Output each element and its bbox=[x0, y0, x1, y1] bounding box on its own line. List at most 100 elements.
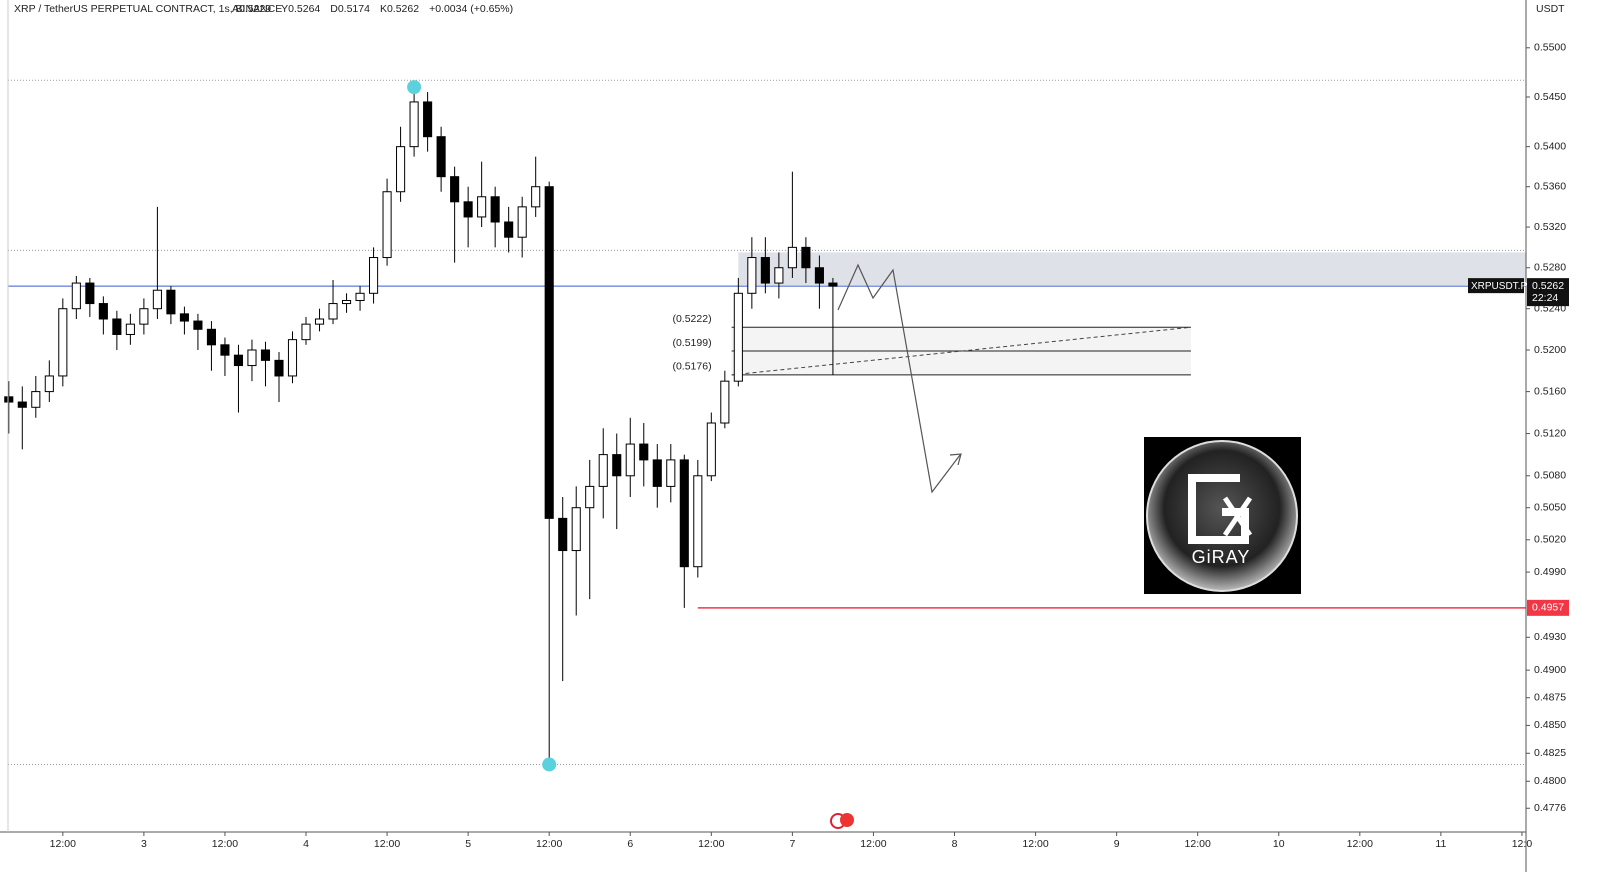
candle-body bbox=[166, 289, 176, 315]
candle-body bbox=[801, 246, 811, 269]
logo-x bbox=[1222, 496, 1253, 537]
icon-flag bbox=[840, 813, 854, 827]
candle-body bbox=[760, 257, 770, 284]
resistance-zone bbox=[738, 252, 1526, 286]
candle bbox=[706, 412, 716, 482]
legend-value: +0.0034 (+0.65%) bbox=[429, 3, 513, 15]
candle bbox=[179, 306, 189, 335]
candle bbox=[450, 166, 460, 263]
candle-body bbox=[44, 375, 54, 393]
candle bbox=[720, 370, 730, 429]
candle-body bbox=[85, 282, 95, 305]
candle bbox=[409, 87, 419, 157]
candle bbox=[612, 433, 622, 530]
x-tick-label: 12:00 bbox=[212, 838, 238, 850]
last-price-label: 0.5262 bbox=[1532, 280, 1564, 292]
candle-body bbox=[139, 308, 149, 325]
candle bbox=[625, 417, 635, 498]
candle-body bbox=[531, 186, 541, 208]
y-tick-label: 0.5450 bbox=[1534, 91, 1566, 103]
projection-arrowhead bbox=[949, 453, 962, 466]
candle bbox=[17, 386, 27, 450]
candle bbox=[436, 126, 446, 192]
level-label: (0.5222) bbox=[672, 313, 711, 325]
y-tick-label: 0.4875 bbox=[1534, 691, 1566, 703]
candle-body bbox=[828, 282, 838, 287]
candle-body bbox=[4, 396, 14, 403]
candle-body bbox=[396, 146, 406, 193]
candle bbox=[396, 126, 406, 202]
candle bbox=[233, 344, 244, 413]
candle bbox=[760, 237, 770, 294]
high-marker bbox=[407, 80, 422, 95]
candle bbox=[774, 252, 784, 299]
candle bbox=[355, 286, 365, 311]
candle bbox=[71, 275, 81, 319]
y-tick-label: 0.5320 bbox=[1534, 221, 1566, 233]
candle-body bbox=[463, 201, 473, 218]
last-price-bg bbox=[1527, 278, 1569, 307]
y-tick-label: 0.4776 bbox=[1534, 802, 1566, 814]
candle-body bbox=[720, 380, 730, 424]
candle-body bbox=[598, 454, 608, 487]
candle-body bbox=[612, 454, 622, 477]
candle-body bbox=[206, 328, 216, 346]
candle bbox=[314, 308, 325, 332]
candle bbox=[112, 310, 122, 350]
x-tick-label: 7 bbox=[789, 838, 795, 850]
candle bbox=[504, 206, 514, 253]
candle bbox=[139, 298, 149, 335]
level-label: (0.5176) bbox=[672, 361, 711, 373]
candle-body bbox=[409, 101, 419, 148]
candle-body bbox=[477, 196, 487, 218]
candle bbox=[814, 255, 824, 309]
candle bbox=[301, 316, 311, 345]
candle-body bbox=[517, 206, 527, 238]
candle-body bbox=[274, 359, 284, 377]
y-tick-label: 0.5280 bbox=[1534, 262, 1566, 274]
candle bbox=[801, 237, 811, 284]
candle-body bbox=[774, 267, 784, 284]
candle bbox=[639, 423, 649, 487]
candle-body bbox=[706, 422, 716, 477]
legend-value: A0.5229 bbox=[232, 3, 271, 15]
symbol-label: XRPUSDT.P bbox=[1471, 281, 1527, 292]
low-marker bbox=[542, 757, 557, 772]
candle bbox=[652, 444, 662, 508]
candle bbox=[679, 454, 689, 608]
y-tick-label: 0.4930 bbox=[1534, 631, 1566, 643]
countdown: 22:24 bbox=[1532, 292, 1558, 304]
legend-value: Y0.5264 bbox=[281, 3, 320, 15]
logo-text: GiRAY bbox=[1192, 547, 1251, 567]
candle-body bbox=[382, 191, 392, 259]
candle bbox=[571, 486, 581, 616]
candle bbox=[220, 337, 230, 376]
y-tick-label: 0.4825 bbox=[1534, 747, 1566, 759]
candle-body bbox=[423, 101, 433, 138]
x-tick-label: 5 bbox=[465, 838, 471, 850]
candle-body bbox=[585, 485, 595, 509]
candle bbox=[287, 331, 298, 384]
y-tick-label: 0.4900 bbox=[1534, 664, 1566, 676]
logo: GiRAY bbox=[1144, 437, 1301, 594]
candle-body bbox=[328, 303, 338, 320]
y-tick-label: 0.5050 bbox=[1534, 501, 1566, 513]
candle bbox=[558, 497, 568, 682]
legend-value: K0.5262 bbox=[380, 3, 419, 15]
candle bbox=[382, 178, 392, 266]
candle bbox=[463, 186, 473, 248]
y-tick-label: 0.5020 bbox=[1534, 534, 1566, 546]
x-tick-label: 10 bbox=[1273, 838, 1285, 850]
candle bbox=[260, 341, 271, 387]
y-tick-label: 0.5500 bbox=[1534, 42, 1566, 54]
candle bbox=[98, 296, 108, 335]
candle bbox=[85, 277, 95, 317]
candle bbox=[44, 360, 54, 403]
x-tick-label: 6 bbox=[627, 838, 633, 850]
candle-body bbox=[504, 221, 514, 238]
candle-body bbox=[179, 313, 189, 322]
candle bbox=[247, 339, 257, 382]
legend-value: D0.5174 bbox=[330, 3, 370, 15]
stop-label: 0.4957 bbox=[1532, 602, 1564, 614]
